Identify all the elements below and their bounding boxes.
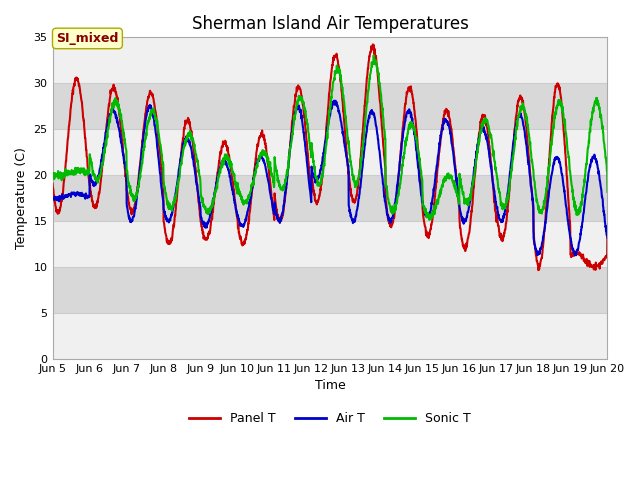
Panel T	[534, 267, 542, 273]
Air T	[304, 165, 312, 171]
Air T	[49, 195, 56, 201]
Bar	[52, 175, 607, 221]
Sonic T	[304, 122, 312, 128]
Line: Air T: Air T	[52, 101, 607, 255]
Air T	[604, 235, 611, 240]
Panel T	[77, 93, 84, 99]
Bar	[52, 37, 607, 83]
X-axis label: Time: Time	[315, 379, 346, 392]
Bar	[52, 221, 607, 267]
Panel T	[304, 150, 312, 156]
Air T	[319, 159, 326, 165]
Sonic T	[77, 166, 84, 171]
Air T	[571, 252, 579, 258]
Line: Sonic T: Sonic T	[52, 55, 607, 220]
Panel T	[588, 263, 595, 269]
Sonic T	[319, 174, 326, 180]
Line: Panel T: Panel T	[52, 44, 607, 270]
Air T	[330, 98, 338, 104]
Sonic T	[588, 117, 596, 122]
Panel T	[604, 226, 611, 231]
Air T	[77, 192, 84, 198]
Sonic T	[486, 131, 494, 136]
Air T	[588, 159, 596, 165]
Sonic T	[588, 116, 595, 121]
Panel T	[49, 181, 56, 187]
Title: Sherman Island Air Temperatures: Sherman Island Air Temperatures	[191, 15, 468, 33]
Panel T	[588, 264, 596, 270]
Air T	[486, 155, 493, 160]
Sonic T	[370, 52, 378, 58]
Panel T	[369, 41, 377, 47]
Legend: Panel T, Air T, Sonic T: Panel T, Air T, Sonic T	[184, 407, 476, 430]
Bar	[52, 129, 607, 175]
Bar	[52, 83, 607, 129]
Air T	[588, 158, 595, 164]
Sonic T	[426, 217, 433, 223]
Bar	[52, 267, 607, 313]
Panel T	[319, 171, 326, 177]
Text: SI_mixed: SI_mixed	[56, 32, 118, 45]
Panel T	[486, 146, 493, 152]
Y-axis label: Temperature (C): Temperature (C)	[15, 147, 28, 249]
Sonic T	[49, 172, 56, 178]
Bar	[52, 313, 607, 359]
Sonic T	[604, 189, 611, 195]
